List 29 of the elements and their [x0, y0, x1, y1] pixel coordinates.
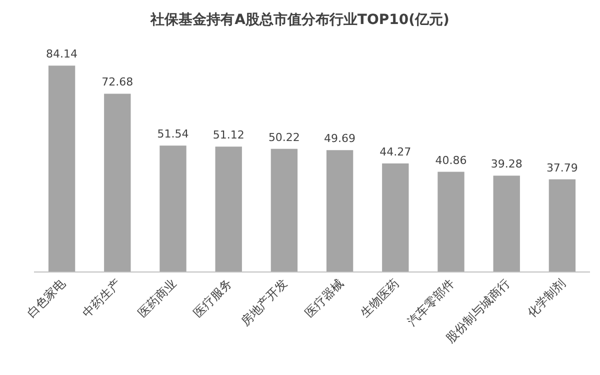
data-label: 39.28 — [490, 158, 522, 171]
bar — [160, 146, 186, 272]
data-label: 51.54 — [157, 128, 189, 141]
data-label: 37.79 — [546, 161, 578, 174]
bar — [548, 179, 576, 272]
x-tick-label: 医疗服务 — [190, 276, 235, 320]
x-tick-label: 医药商业 — [135, 276, 180, 320]
x-tick-label: 中药生产 — [80, 276, 124, 320]
data-label: 49.69 — [324, 132, 356, 146]
data-label: 72.68 — [102, 76, 134, 89]
x-tick-label: 医疗器械 — [302, 276, 346, 320]
data-label: 40.86 — [435, 154, 467, 167]
bar — [326, 150, 354, 272]
x-tick-label: 生物医药 — [358, 276, 402, 320]
bar — [493, 176, 520, 272]
x-tick-label: 化学制剂 — [524, 276, 568, 320]
data-label: 44.27 — [380, 145, 412, 158]
data-label: 51.12 — [212, 128, 244, 142]
data-label: 50.22 — [268, 130, 300, 144]
bar — [382, 163, 409, 272]
bar — [270, 148, 298, 272]
data-label: 84.14 — [46, 48, 78, 61]
chart-title: 社保基金持有A股总市值分布行业TOP10(亿元) — [150, 11, 450, 28]
bar — [48, 66, 76, 272]
bar — [438, 172, 464, 272]
x-tick-label: 白色家电 — [24, 276, 68, 320]
x-tick-label: 房地产开发 — [238, 276, 290, 329]
bar — [104, 94, 131, 272]
bar — [215, 146, 242, 272]
